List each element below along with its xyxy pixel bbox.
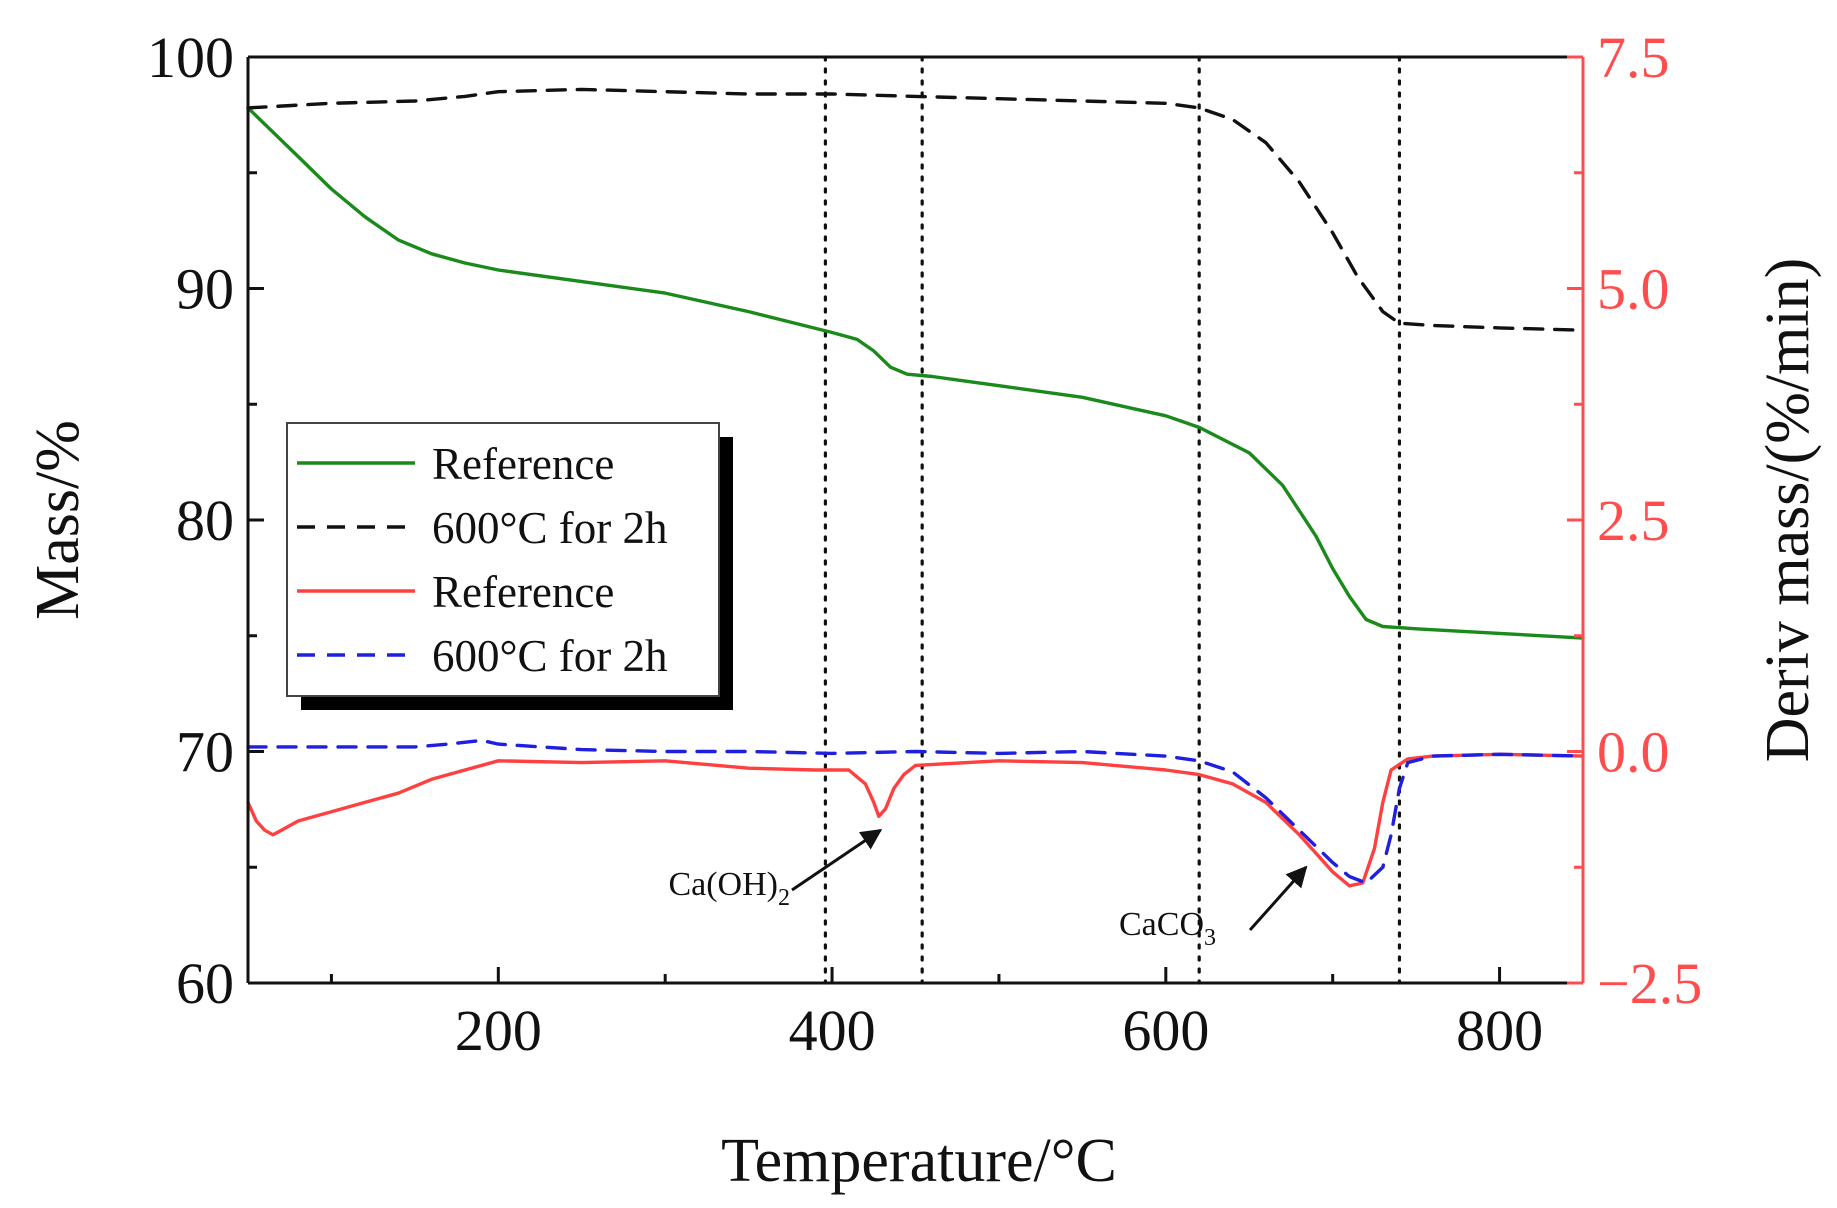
y-left-tick-label: 90 — [176, 257, 234, 322]
reference-lines — [823, 55, 1402, 985]
legend-label-2: Reference — [432, 567, 614, 617]
y-right-tick-label: 0.0 — [1597, 720, 1670, 785]
series-line-1 — [246, 87, 1585, 332]
y-left-tick-label: 70 — [176, 720, 234, 785]
y-left-tick-label: 60 — [176, 951, 234, 1016]
y-axis-left-title: Mass/% — [24, 420, 92, 620]
axis-ticks: 200 400 600 800 60 70 80 90 100 −2.5 0.0 2.5 5.0 7.5 — [147, 25, 1702, 1063]
data-series — [246, 87, 1585, 888]
annotation-arrow — [1248, 865, 1308, 931]
legend-label-3: 600°C for 2h — [432, 631, 667, 681]
y-right-tick-label: −2.5 — [1597, 951, 1702, 1016]
y-right-tick-label: 5.0 — [1597, 257, 1670, 322]
annotation-subscript: 3 — [1204, 925, 1216, 951]
y-right-tick-label: 2.5 — [1597, 488, 1670, 553]
y-left-tick-label: 80 — [176, 488, 234, 553]
legend-box — [286, 422, 720, 697]
x-axis-title: Temperature/°C — [721, 1127, 1117, 1195]
annotation-base: CaCO — [1119, 906, 1204, 943]
legend-label-0: Reference — [432, 439, 614, 489]
x-tick-label: 200 — [455, 998, 542, 1063]
series-line-3 — [246, 738, 1585, 885]
annotation-label: Ca(OH)2 — [668, 866, 790, 911]
legend-label-1: 600°C for 2h — [432, 503, 667, 553]
series-line-2 — [246, 752, 1585, 888]
x-tick-label: 600 — [1122, 998, 1209, 1063]
y-left-tick-label: 100 — [147, 25, 234, 90]
legend: Reference 600°C for 2h Reference 600°C for … — [286, 422, 733, 710]
x-tick-label: 400 — [789, 998, 876, 1063]
annotations: Ca(OH)2 CaCO3 — [668, 828, 1308, 951]
annotation-label: CaCO3 — [1119, 906, 1216, 951]
x-tick-label: 800 — [1456, 998, 1543, 1063]
annotation-subscript: 2 — [778, 885, 790, 911]
series-line-0 — [246, 106, 1585, 640]
y-right-tick-label: 7.5 — [1597, 25, 1670, 90]
annotation-arrow — [791, 828, 883, 892]
y-axis-right-title: Deriv mass/(%/min) — [1754, 258, 1822, 763]
annotation-base: Ca(OH) — [668, 866, 778, 903]
